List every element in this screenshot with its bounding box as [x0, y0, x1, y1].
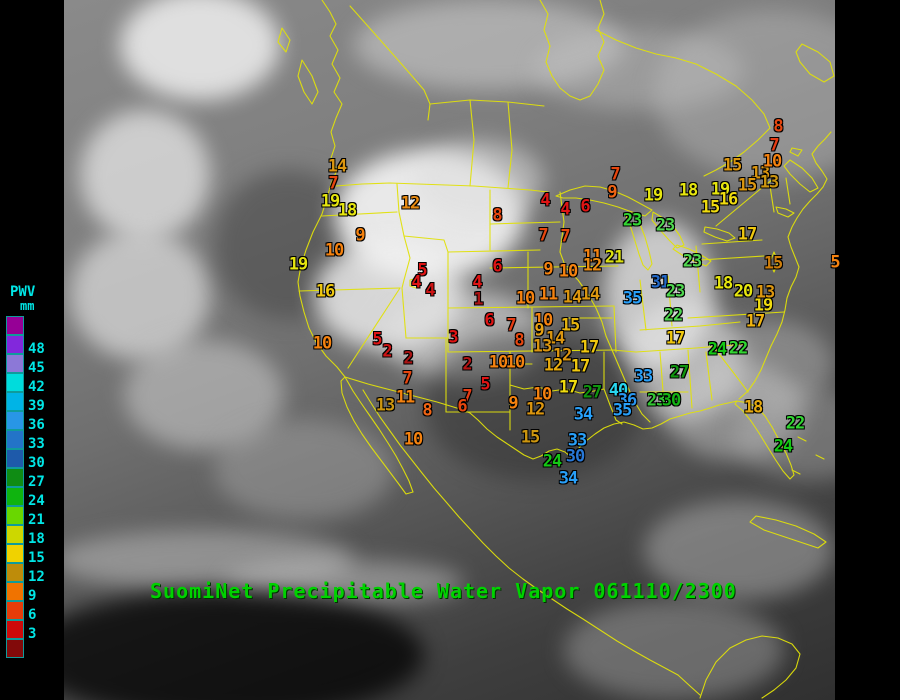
legend-row: 6 — [4, 600, 62, 623]
legend-label: 36 — [28, 416, 45, 433]
legend-label: 30 — [28, 454, 45, 471]
legend-swatch — [6, 372, 24, 392]
legend-row: 3 — [4, 619, 62, 642]
cloud-texture — [414, 140, 544, 220]
legend-row: 12 — [4, 562, 62, 585]
legend-title: PWV — [10, 284, 36, 300]
legend-label: 3 — [28, 625, 37, 642]
legend-label: 15 — [28, 549, 45, 566]
legend-label: 6 — [28, 606, 37, 623]
legend-row: 9 — [4, 581, 62, 604]
legend-row: 24 — [4, 486, 62, 509]
legend-swatch — [6, 486, 24, 506]
legend-swatch — [6, 505, 24, 525]
legend-swatch — [6, 562, 24, 582]
cloud-texture — [70, 230, 210, 360]
legend-swatch — [6, 581, 24, 601]
cloud-texture — [124, 340, 284, 450]
legend-swatch — [6, 391, 24, 411]
cloud-texture — [644, 500, 834, 600]
legend-row: 30 — [4, 448, 62, 471]
legend-label: 24 — [28, 492, 45, 509]
satellite-image — [64, 0, 835, 700]
pwv-legend: PWV mm 48 45 42 39 36 33 30 27 24 21 18 15 12 9 6 3 — [4, 284, 62, 658]
legend-label: 12 — [28, 568, 45, 585]
map-boundaries — [277, 0, 835, 699]
legend-row: 27 — [4, 467, 62, 490]
legend-row: 39 — [4, 391, 62, 414]
legend-swatch — [6, 600, 24, 620]
legend-swatch — [6, 524, 24, 544]
cloud-texture — [384, 290, 544, 380]
legend-label: 48 — [28, 340, 45, 357]
legend-row: 45 — [4, 353, 62, 376]
legend-row: 33 — [4, 429, 62, 452]
cloud-texture — [120, 0, 280, 100]
legend-swatch — [6, 619, 24, 639]
cloud-texture — [80, 110, 210, 240]
legend-row: 42 — [4, 372, 62, 395]
legend-swatch — [6, 467, 24, 487]
cloud-texture — [424, 330, 644, 480]
legend-label: 39 — [28, 397, 45, 414]
cloud-texture — [564, 600, 784, 700]
legend-row — [4, 638, 62, 658]
legend-swatch — [6, 429, 24, 449]
legend-row: 48 — [4, 334, 62, 357]
legend-swatch — [6, 448, 24, 468]
product-title: SuomiNet Precipitable Water Vapor 061110… — [150, 579, 737, 603]
legend-swatch — [6, 334, 24, 354]
legend-row: 36 — [4, 410, 62, 433]
legend-swatch — [6, 638, 24, 658]
legend-row: 18 — [4, 524, 62, 547]
legend-label: 9 — [28, 587, 37, 604]
legend-swatch — [6, 543, 24, 563]
legend-swatch — [6, 410, 24, 430]
cloud-texture — [704, 320, 834, 410]
legend-label: 21 — [28, 511, 45, 528]
cloud-texture — [64, 590, 424, 700]
legend-row — [4, 315, 62, 335]
legend-label: 27 — [28, 473, 45, 490]
legend-colorbar: 48 45 42 39 36 33 30 27 24 21 18 15 12 9 6 3 — [4, 315, 62, 658]
legend-label: 45 — [28, 359, 45, 376]
legend-swatch — [6, 353, 24, 373]
legend-label: 18 — [28, 530, 45, 547]
legend-unit: mm — [20, 299, 35, 314]
legend-row: 21 — [4, 505, 62, 528]
legend-label: 42 — [28, 378, 45, 395]
legend-swatch — [6, 315, 24, 335]
cloud-texture — [354, 0, 624, 90]
legend-row: 15 — [4, 543, 62, 566]
legend-label: 33 — [28, 435, 45, 452]
